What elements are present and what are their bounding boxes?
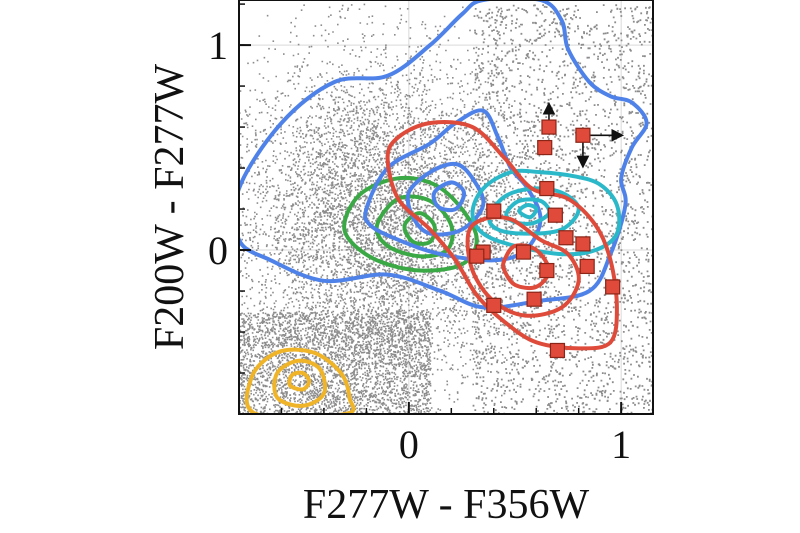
contour-line xyxy=(385,120,619,351)
highlight-point xyxy=(575,127,591,143)
contour-line xyxy=(465,215,581,318)
highlight-point xyxy=(547,207,563,223)
contour-line xyxy=(239,0,649,310)
contours xyxy=(239,0,649,414)
highlight-point xyxy=(486,297,502,313)
contour-line xyxy=(272,358,328,408)
highlight-point xyxy=(549,342,566,359)
highlight-point xyxy=(469,248,485,264)
contour-line xyxy=(405,161,486,237)
x-tick-label: 1 xyxy=(611,422,631,467)
highlight-point xyxy=(537,139,553,156)
contour-line xyxy=(244,347,356,414)
highlight-points xyxy=(469,119,621,359)
highlight-point xyxy=(539,262,555,279)
highlight-point xyxy=(539,180,555,197)
plot-frame xyxy=(238,0,654,415)
contour-line xyxy=(517,202,539,220)
highlight-point xyxy=(486,203,502,219)
y-tick-label: 0 xyxy=(208,228,228,273)
y-axis-label: F200W - F277W xyxy=(147,64,193,351)
contour-line xyxy=(487,186,581,236)
contour-line xyxy=(342,175,479,273)
highlight-point xyxy=(558,230,574,246)
highlight-point xyxy=(515,244,532,260)
highlight-point xyxy=(579,258,595,275)
highlight-point xyxy=(605,279,621,295)
y-tick-label: 1 xyxy=(208,23,228,68)
x-axis-label: F277W - F356W xyxy=(303,482,590,528)
highlight-point xyxy=(526,291,542,307)
x-tick-label: 0 xyxy=(399,422,419,467)
axis-ticks: 0 1 0 1 xyxy=(208,3,631,467)
highlight-point xyxy=(541,119,557,135)
highlight-point xyxy=(575,236,591,252)
contour-line xyxy=(374,194,455,259)
contour-line xyxy=(287,370,312,392)
contour-line xyxy=(431,180,467,213)
